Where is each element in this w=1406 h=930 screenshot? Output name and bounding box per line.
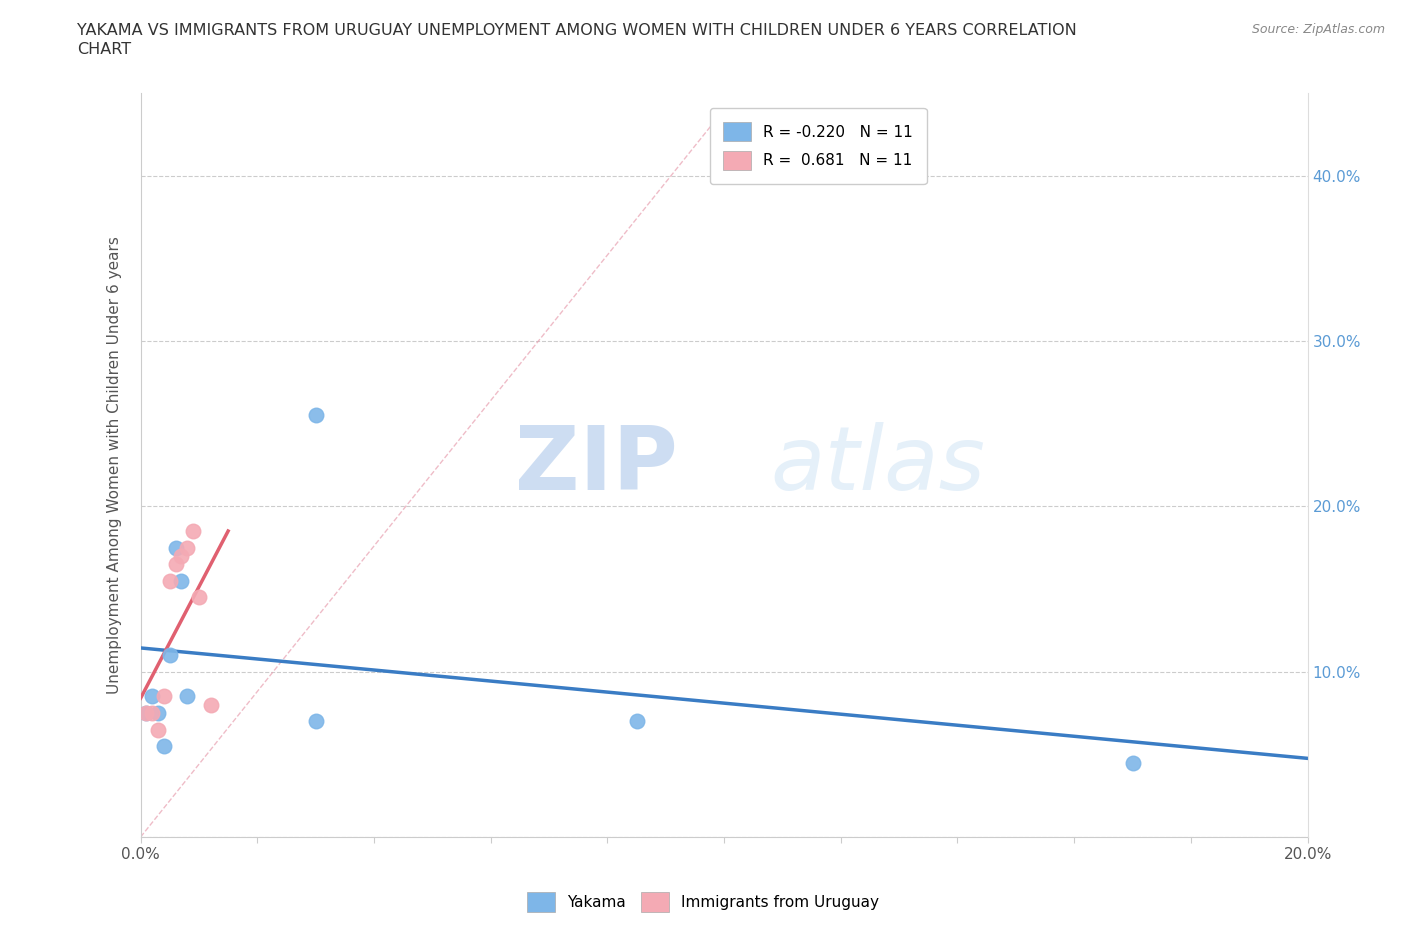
Point	[305, 714, 328, 729]
Point	[188, 590, 211, 604]
Point	[1122, 755, 1144, 770]
Point	[141, 689, 163, 704]
Point	[165, 540, 187, 555]
Point	[170, 549, 193, 564]
Text: YAKAMA VS IMMIGRANTS FROM URUGUAY UNEMPLOYMENT AMONG WOMEN WITH CHILDREN UNDER 6: YAKAMA VS IMMIGRANTS FROM URUGUAY UNEMPL…	[77, 23, 1077, 38]
Point	[305, 408, 328, 423]
Point	[159, 647, 181, 662]
Point	[141, 706, 163, 721]
Point	[626, 714, 648, 729]
Point	[181, 524, 204, 538]
Point	[165, 557, 187, 572]
Point	[170, 573, 193, 588]
Point	[176, 540, 198, 555]
Point	[176, 689, 198, 704]
Text: CHART: CHART	[77, 42, 131, 57]
Legend: Yakama, Immigrants from Uruguay: Yakama, Immigrants from Uruguay	[522, 886, 884, 918]
Point	[146, 722, 169, 737]
Point	[135, 706, 157, 721]
Point	[200, 698, 222, 712]
Legend: R = -0.220   N = 11, R =  0.681   N = 11: R = -0.220 N = 11, R = 0.681 N = 11	[710, 108, 927, 184]
Point	[153, 689, 176, 704]
Point	[146, 706, 169, 721]
Y-axis label: Unemployment Among Women with Children Under 6 years: Unemployment Among Women with Children U…	[107, 236, 122, 694]
Point	[153, 738, 176, 753]
Point	[159, 573, 181, 588]
Point	[135, 706, 157, 721]
Text: atlas: atlas	[770, 422, 986, 508]
Text: Source: ZipAtlas.com: Source: ZipAtlas.com	[1251, 23, 1385, 36]
Text: ZIP: ZIP	[515, 421, 678, 509]
